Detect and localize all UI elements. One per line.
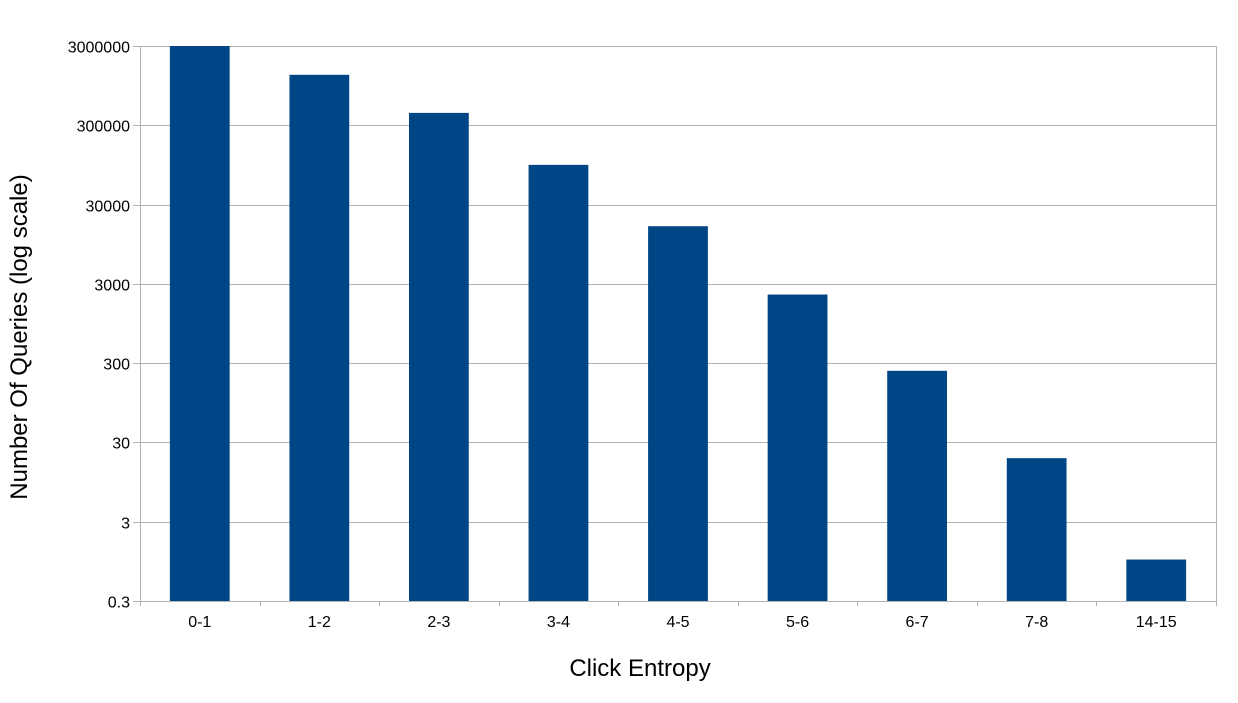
tick-labels: 0.3 3 30 300 3000 30000 300000 3000000 0-1 1-2 2-3… xyxy=(68,40,1177,632)
y-tick-label: 3 xyxy=(121,516,130,533)
bar-1-2 xyxy=(289,74,350,602)
x-tick-label: 6-7 xyxy=(906,614,929,631)
x-tick-label: 7-8 xyxy=(1025,614,1048,631)
x-tick-label: 14-15 xyxy=(1136,614,1177,631)
y-tick-label: 3000000 xyxy=(68,40,130,57)
bar-7-8 xyxy=(1006,458,1067,601)
y-tick-label: 30000 xyxy=(86,199,131,216)
bar-4-5 xyxy=(648,226,708,601)
x-tick-label: 3-4 xyxy=(547,614,570,631)
bar-0-1 xyxy=(169,46,230,601)
y-tick-label: 300 xyxy=(103,357,130,374)
x-tick-label: 1-2 xyxy=(308,614,331,631)
x-tick-label: 4-5 xyxy=(666,614,689,631)
y-tick-label: 30 xyxy=(112,436,130,453)
x-tick-label: 2-3 xyxy=(427,614,450,631)
y-tick-label: 300000 xyxy=(77,119,130,136)
bar-6-7 xyxy=(887,370,947,601)
y-tick-label: 3000 xyxy=(94,278,130,295)
bars xyxy=(169,46,1187,602)
axes xyxy=(133,46,1217,606)
x-axis-title: Click Entropy xyxy=(569,655,710,682)
bar-2-3 xyxy=(409,112,469,601)
bar-14-15 xyxy=(1126,559,1187,601)
y-tick-label: 0.3 xyxy=(108,595,130,612)
x-tick-label: 0-1 xyxy=(188,614,211,631)
bar-3-4 xyxy=(528,164,589,602)
bar-5-6 xyxy=(767,294,828,601)
x-tick-label: 5-6 xyxy=(786,614,809,631)
y-axis-title: Number Of Queries (log scale) xyxy=(6,174,33,499)
